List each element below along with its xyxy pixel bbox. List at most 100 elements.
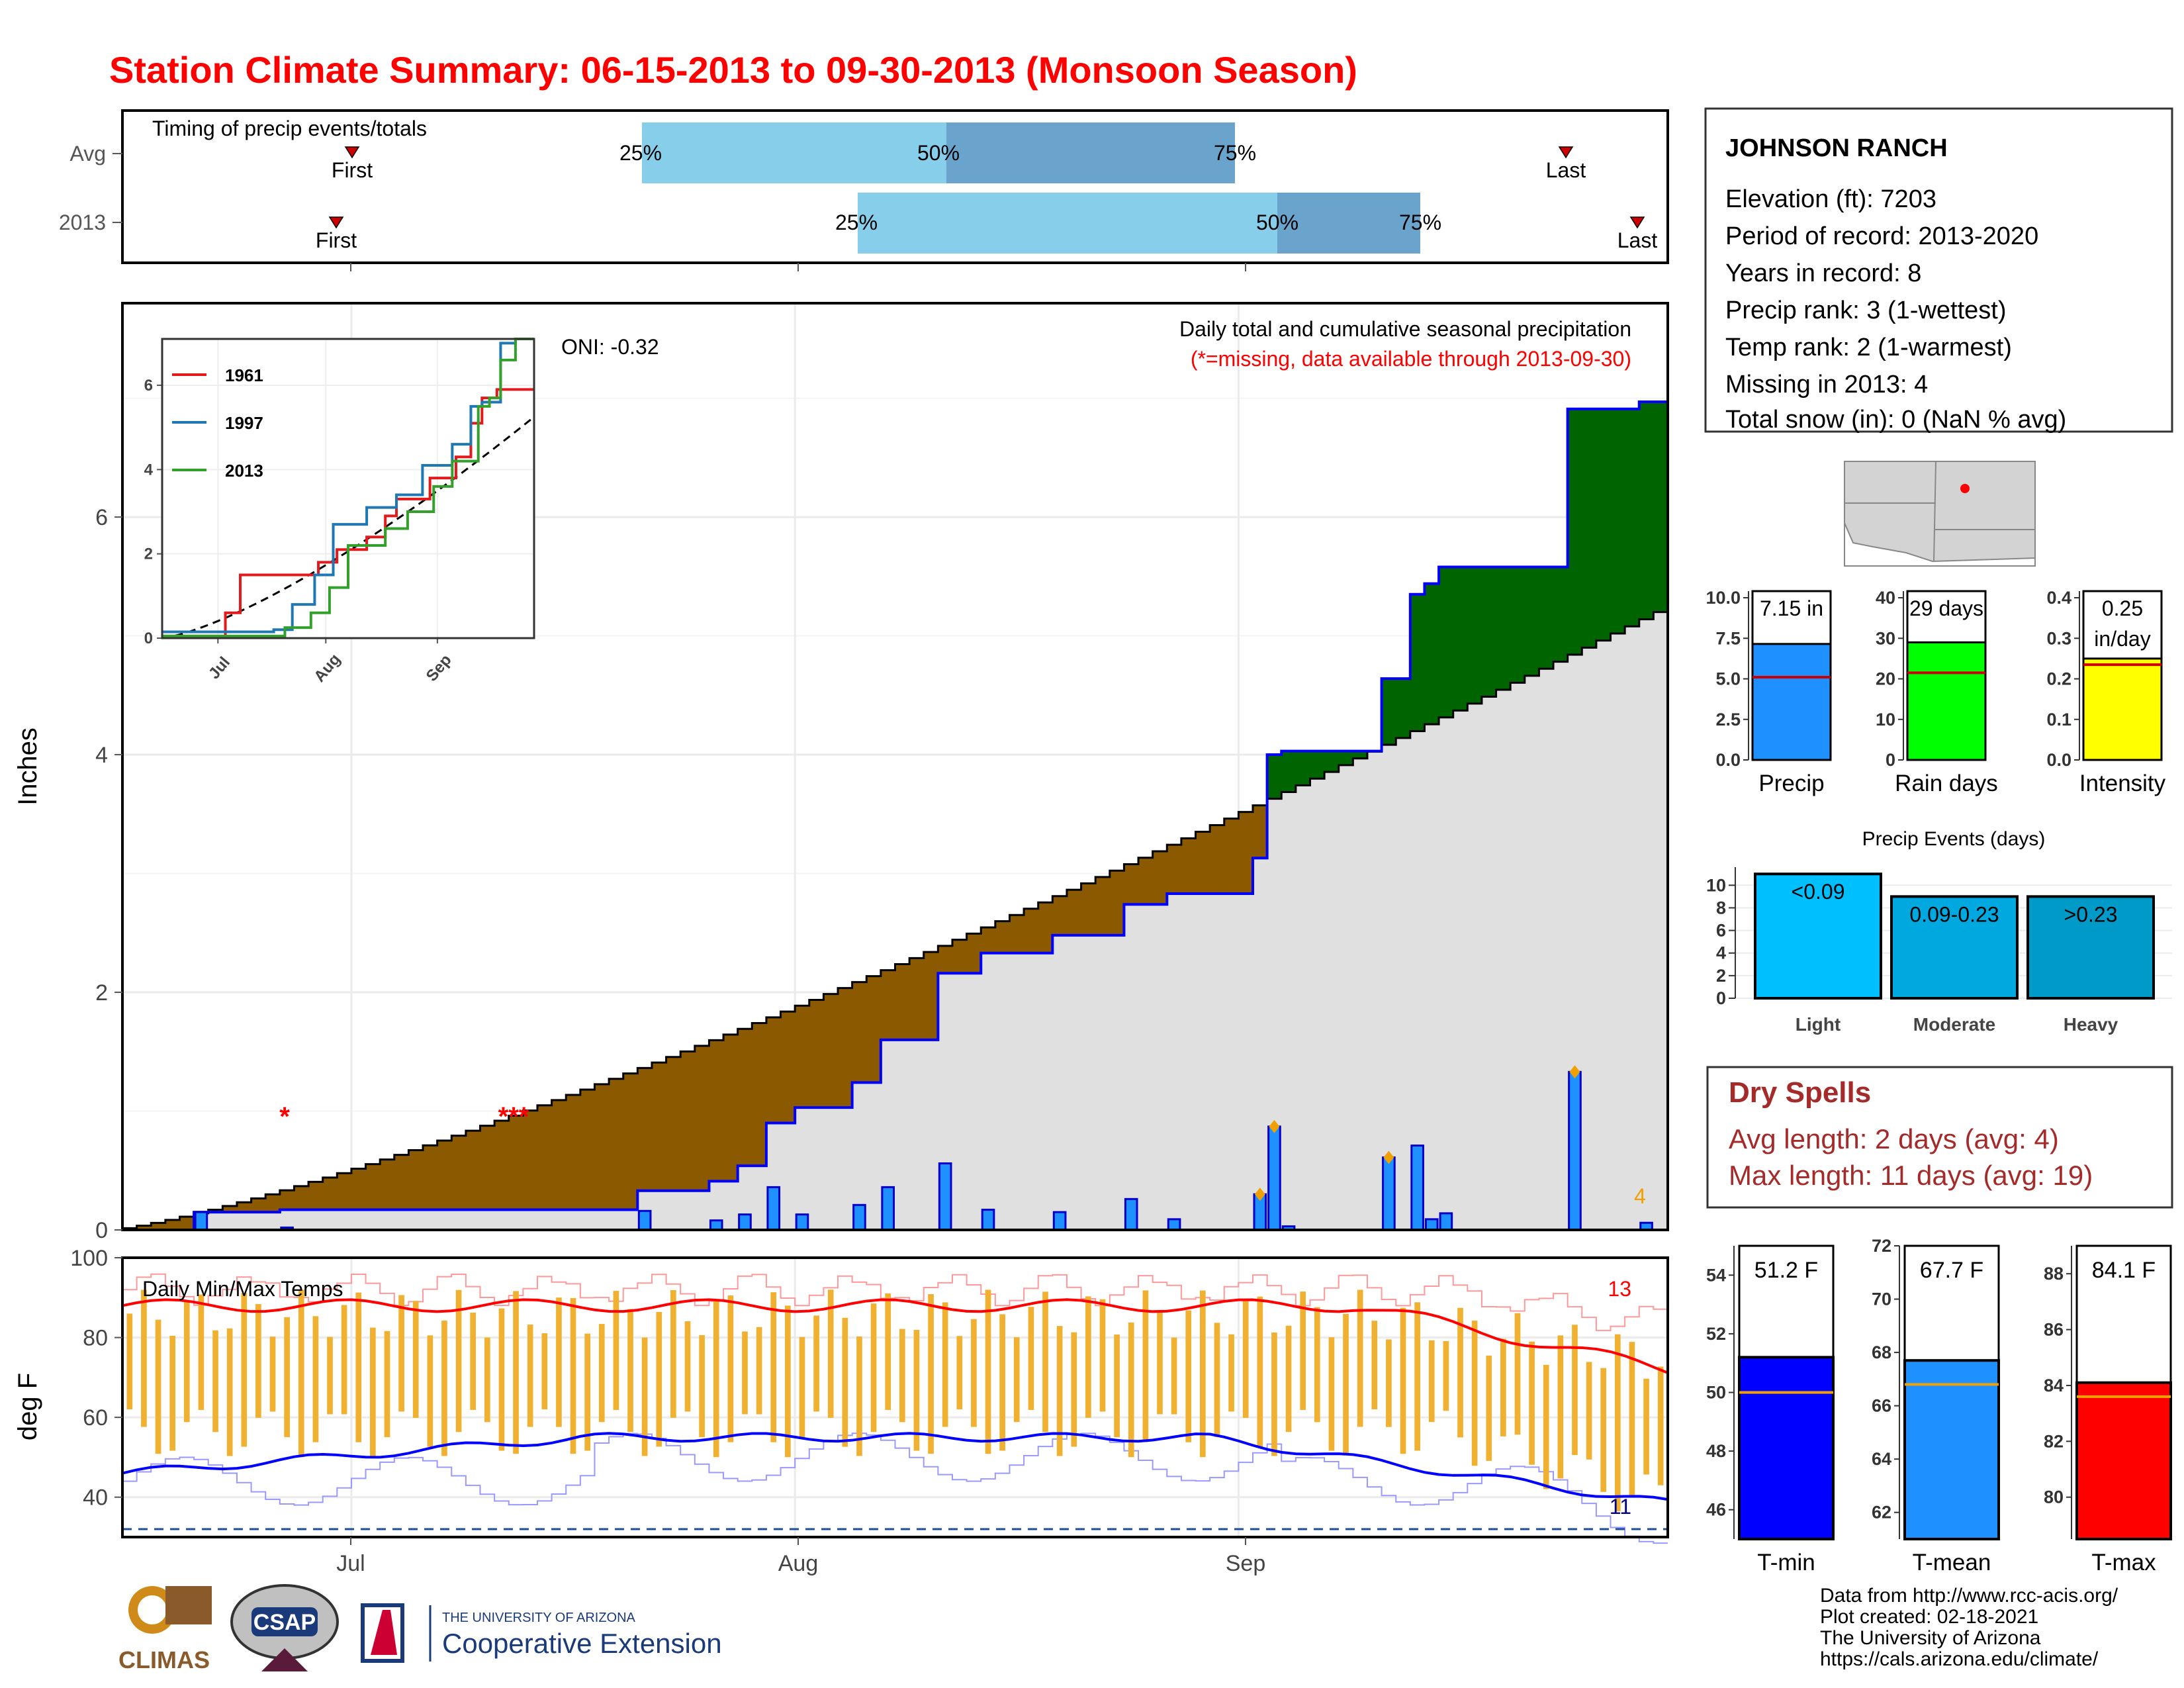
csap-logo[interactable]: CSAP — [230, 1584, 339, 1671]
below-average-band — [752, 1023, 767, 1166]
daily-temp-range-bar — [513, 1291, 519, 1454]
below-average-band — [1253, 805, 1268, 859]
daily-temp-range-bar — [1171, 1337, 1177, 1415]
y2013-cumulative-line — [122, 400, 1668, 1231]
avg-min-temp-line — [122, 1432, 1668, 1501]
above-average-band — [1381, 679, 1397, 745]
daily-temp-range-bar — [1085, 1296, 1091, 1418]
daily-temp-range-bar — [1471, 1321, 1478, 1466]
tmean-summary-tick-label: 66 — [1872, 1396, 1891, 1416]
above-average-band — [1553, 567, 1569, 662]
below-average-band — [623, 1073, 639, 1210]
above-average-band — [1610, 408, 1625, 633]
below-average-band — [337, 1173, 352, 1210]
avg-first: First — [332, 158, 373, 182]
tmean-summary-bar — [1903, 1359, 2000, 1540]
daily-temp-range-bar — [570, 1297, 576, 1454]
station-location-dot — [1960, 484, 1970, 493]
daily-temp-range-bar — [427, 1335, 433, 1447]
record-marker — [1254, 1188, 1265, 1201]
daily-temp-range-bar — [527, 1324, 533, 1427]
daily-temp-range-bar — [813, 1315, 819, 1412]
precip-annot-missing: (*=missing, data available through 2013-… — [1191, 347, 1631, 371]
climas-logo[interactable]: CLIMAS — [113, 1583, 212, 1673]
station-line-7: Total snow (in): 0 (NaN % avg) — [1725, 406, 2066, 434]
below-average-band — [766, 1017, 782, 1123]
daily-temp-range-bar — [1242, 1299, 1249, 1418]
precip-y-axis: 0 2 4 6 — [95, 505, 122, 1243]
above-average-band — [1267, 755, 1283, 799]
inset-y-tick-label: 2 — [144, 545, 153, 563]
daily-temp-range-bar — [684, 1321, 691, 1412]
y2013-last: Last — [1617, 228, 1658, 252]
daily-precip-bar — [852, 1203, 866, 1231]
missing-mark-2: *** — [498, 1102, 529, 1131]
below-average-band — [236, 1202, 252, 1213]
daily-precip-bar — [1424, 1218, 1439, 1231]
daily-temp-range-bar — [355, 1292, 362, 1442]
daily-temp-range-bar — [226, 1328, 233, 1456]
daily-temp-range-bar — [1214, 1323, 1220, 1438]
precip-summary-tick-label: 2.5 — [1715, 710, 1741, 729]
record-min-envelope — [122, 1432, 1668, 1544]
daily-temp-range-bar — [1428, 1340, 1435, 1423]
daily-temp-range-bar — [656, 1311, 662, 1447]
precip-summary-tick-label: 10.0 — [1706, 588, 1741, 608]
events-category-label: Heavy — [2064, 1014, 2118, 1035]
y2013-p75: 75% — [1399, 211, 1441, 234]
missing-mark-1: * — [279, 1102, 290, 1131]
below-average-band — [895, 964, 910, 1040]
ua-logo[interactable]: THE UNIVERSITY OF ARIZONA Cooperative Ex… — [361, 1603, 722, 1663]
tmax-summary-value: 84.1 F — [2092, 1258, 2156, 1283]
daily-temp-range-bar — [1343, 1313, 1349, 1454]
rain-days-summary-label: Rain days — [1895, 771, 1998, 796]
daily-temp-range-bar — [370, 1327, 376, 1458]
credit-1: Data from http://www.rcc-acis.org/ — [1820, 1585, 2118, 1607]
daily-temp-range-bar — [1600, 1368, 1607, 1492]
dry-spells-box: Dry Spells Avg length: 2 days (avg: 4) M… — [1706, 1066, 2173, 1209]
inset-y-tick-label: 4 — [144, 461, 154, 479]
precip-summary-tick-label: 7.5 — [1715, 628, 1741, 648]
daily-temp-range-bar — [885, 1293, 891, 1410]
below-average-band — [780, 1011, 796, 1123]
below-average-band — [136, 1225, 152, 1230]
station-line-6: Missing in 2013: 4 — [1725, 371, 1928, 399]
precip-summary-tick-label: 0.0 — [1715, 750, 1741, 770]
y2013-first-marker — [328, 216, 344, 229]
daily-temp-range-bar — [928, 1293, 934, 1454]
daily-temp-range-bar — [1400, 1307, 1406, 1454]
daily-temp-range-bar — [1013, 1337, 1020, 1423]
station-info-box: JOHNSON RANCH Elevation (ft): 7203 Perio… — [1704, 107, 2173, 434]
below-average-band — [1238, 812, 1253, 894]
daily-temp-range-bar — [799, 1336, 805, 1438]
timing-row-2013: 2013 — [59, 211, 106, 234]
above-average-band — [1582, 408, 1597, 648]
precip-summary-value: 7.15 in — [1760, 596, 1823, 620]
below-average-band — [480, 1125, 495, 1210]
below-average-band — [694, 1045, 710, 1191]
tmean-summary-tick-label: 62 — [1872, 1503, 1891, 1523]
above-average-band — [1295, 751, 1311, 786]
daily-temp-range-bar — [742, 1331, 748, 1415]
tmax-summary-tick-label: 80 — [2044, 1487, 2064, 1507]
below-average-band — [1081, 883, 1096, 935]
rain-days-summary-tick-label: 0 — [1886, 750, 1895, 770]
avg-first-marker — [344, 146, 360, 159]
below-average-band — [995, 921, 1011, 953]
below-average-band — [265, 1194, 281, 1213]
below-average-band — [279, 1190, 295, 1210]
daily-temp-range-bar — [713, 1300, 719, 1458]
daily-precip-bar — [881, 1186, 895, 1231]
tmean-summary-tick-label: 64 — [1872, 1449, 1891, 1469]
record-marker — [1383, 1150, 1394, 1164]
daily-temp-range-bar — [298, 1289, 304, 1458]
rain-days-summary-tick-label: 30 — [1876, 628, 1895, 648]
legend-1997: 1997 — [225, 413, 263, 433]
daily-temp-range-bar — [1386, 1339, 1392, 1427]
daily-temp-range-bar — [1457, 1307, 1463, 1438]
daily-temp-range-bar — [541, 1333, 548, 1410]
daily-precip-bar — [194, 1211, 208, 1231]
tmean-summary-tick-label: 72 — [1872, 1236, 1891, 1256]
below-average-band — [523, 1110, 538, 1210]
avg-p50: 50% — [917, 141, 960, 165]
